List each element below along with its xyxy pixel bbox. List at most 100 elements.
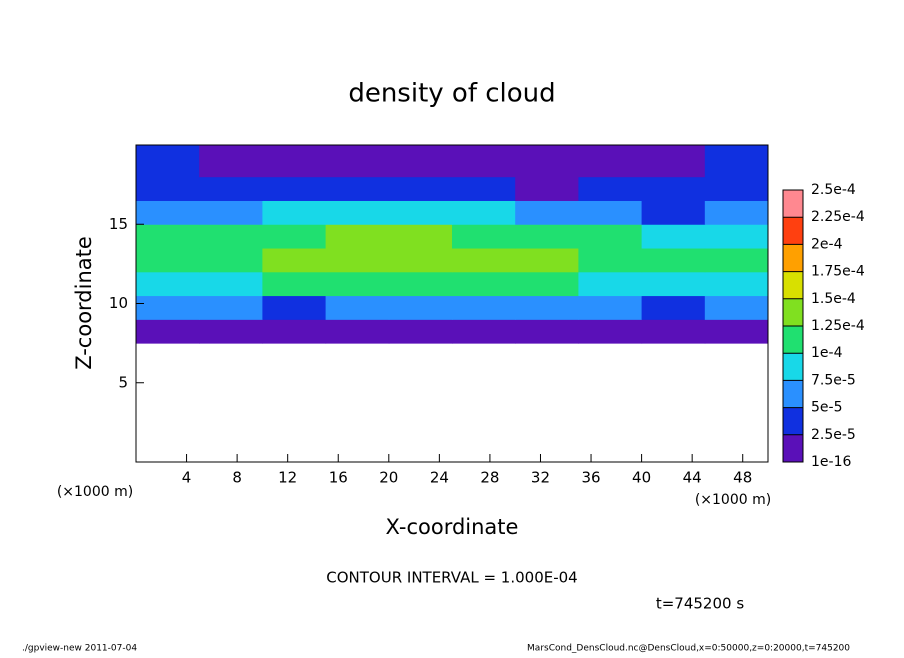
colorbar-swatch bbox=[783, 271, 803, 299]
footer-left: ./gpview-new 2011-07-04 bbox=[22, 644, 137, 654]
cell bbox=[199, 271, 263, 297]
cell bbox=[515, 248, 579, 273]
cell bbox=[136, 145, 200, 178]
cell bbox=[578, 248, 643, 273]
cell bbox=[578, 295, 643, 320]
cell bbox=[262, 224, 327, 249]
cell bbox=[641, 271, 706, 297]
cell bbox=[578, 224, 643, 249]
cell bbox=[641, 200, 706, 225]
cell bbox=[515, 224, 579, 249]
colorbar-swatch bbox=[783, 434, 803, 462]
cell bbox=[325, 248, 390, 273]
cell bbox=[452, 176, 516, 201]
cell bbox=[388, 271, 453, 297]
cell bbox=[136, 295, 200, 320]
colorbar-swatch bbox=[783, 244, 803, 272]
cell bbox=[199, 319, 263, 344]
colorbar-label: 7.5e-5 bbox=[811, 372, 856, 388]
cell bbox=[704, 224, 769, 249]
cell bbox=[388, 200, 453, 225]
cell bbox=[325, 200, 390, 225]
footer-right: MarsCond_DensCloud.nc@DensCloud,x=0:5000… bbox=[527, 644, 850, 654]
contour-interval: CONTOUR INTERVAL = 1.000E-04 bbox=[326, 569, 577, 587]
cell bbox=[136, 319, 200, 344]
colorbar-swatch bbox=[783, 380, 803, 408]
colorbar-label: 1.75e-4 bbox=[811, 264, 865, 280]
cell bbox=[262, 176, 327, 201]
cell bbox=[136, 248, 200, 273]
cell bbox=[515, 271, 579, 297]
cell bbox=[452, 248, 516, 273]
x-tick-label: 48 bbox=[733, 469, 752, 487]
cell bbox=[452, 295, 516, 320]
chart-title: density of cloud bbox=[348, 79, 555, 109]
x-tick-label: 32 bbox=[531, 469, 550, 487]
x-tick-label: 20 bbox=[379, 469, 398, 487]
cell bbox=[136, 271, 200, 297]
x-tick-label: 44 bbox=[683, 469, 702, 487]
y-tick-label: 10 bbox=[109, 294, 128, 312]
colorbar-label: 1.5e-4 bbox=[811, 291, 856, 307]
colorbar-swatch bbox=[783, 190, 803, 218]
cell bbox=[136, 176, 200, 201]
cell bbox=[325, 224, 390, 249]
colorbar-swatch bbox=[783, 353, 803, 381]
cell bbox=[578, 176, 643, 201]
cell bbox=[388, 248, 453, 273]
cell bbox=[388, 319, 453, 344]
cell bbox=[136, 200, 200, 225]
cell bbox=[704, 295, 769, 320]
cell bbox=[704, 176, 769, 201]
cell bbox=[199, 200, 263, 225]
y-axis-label: Z-coordinate bbox=[72, 236, 96, 370]
cell bbox=[199, 248, 263, 273]
cell bbox=[578, 271, 643, 297]
cell bbox=[325, 176, 390, 201]
cell bbox=[641, 145, 706, 178]
cell bbox=[641, 176, 706, 201]
cell bbox=[641, 295, 706, 320]
cell bbox=[704, 271, 769, 297]
y-tick-label: 15 bbox=[109, 215, 128, 233]
x-unit: (×1000 m) bbox=[695, 492, 771, 508]
cell bbox=[325, 271, 390, 297]
x-tick-label: 12 bbox=[278, 469, 297, 487]
colorbar-label: 1e-4 bbox=[811, 345, 843, 361]
cell bbox=[641, 224, 706, 249]
colorbar-swatch bbox=[783, 326, 803, 354]
cell bbox=[262, 271, 327, 297]
cell bbox=[325, 145, 390, 178]
time-label: t=745200 s bbox=[656, 595, 744, 613]
cell bbox=[199, 145, 263, 178]
cell bbox=[136, 224, 200, 249]
cell bbox=[452, 271, 516, 297]
colorbar-swatch bbox=[783, 407, 803, 435]
cell bbox=[641, 319, 706, 344]
cell bbox=[452, 145, 516, 178]
cell bbox=[325, 295, 390, 320]
cell bbox=[388, 295, 453, 320]
cell bbox=[578, 145, 643, 178]
x-tick-label: 24 bbox=[430, 469, 449, 487]
cell bbox=[704, 200, 769, 225]
x-tick-label: 40 bbox=[632, 469, 651, 487]
colorbar-label: 2e-4 bbox=[811, 236, 843, 252]
colorbar-label: 2.25e-4 bbox=[811, 209, 865, 225]
x-tick-label: 8 bbox=[232, 469, 242, 487]
cell bbox=[199, 224, 263, 249]
cell bbox=[388, 176, 453, 201]
cell bbox=[641, 248, 706, 273]
cell bbox=[262, 319, 327, 344]
cell bbox=[199, 176, 263, 201]
colorbar-label: 1.25e-4 bbox=[811, 318, 865, 334]
cell bbox=[578, 200, 643, 225]
colorbar-swatch bbox=[783, 217, 803, 245]
cell bbox=[262, 200, 327, 225]
colorbar-label: 2.5e-4 bbox=[811, 182, 856, 198]
x-axis-label: X-coordinate bbox=[386, 515, 519, 539]
cell bbox=[388, 224, 453, 249]
cell bbox=[515, 319, 579, 344]
colorbar-label: 2.5e-5 bbox=[811, 427, 856, 443]
